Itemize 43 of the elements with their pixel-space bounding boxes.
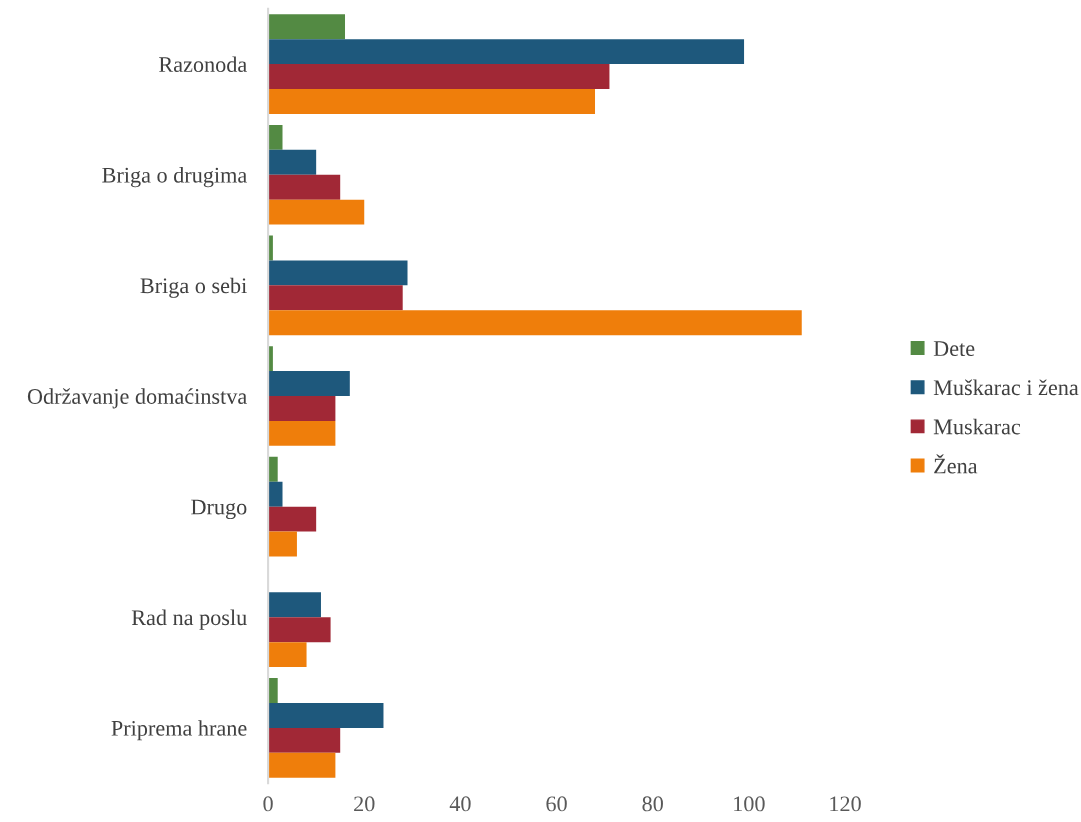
bar [268, 678, 278, 703]
bar [268, 39, 745, 65]
bar [268, 531, 297, 557]
bar [268, 481, 283, 507]
x-tick-label: 0 [263, 796, 273, 812]
legend-label: Muškarac i žena [933, 379, 1079, 396]
bar [268, 456, 278, 482]
legend-label: Žena [934, 454, 978, 474]
x-tick-label: 120 [830, 796, 861, 812]
y-tick-label: Briga o sebi [140, 277, 247, 298]
bar [268, 506, 317, 532]
bar [268, 310, 802, 336]
bar [268, 149, 317, 175]
x-tick-label: 40 [449, 796, 471, 812]
x-tick-label: 100 [734, 796, 765, 812]
bar [268, 752, 336, 778]
legend-label: Dete [933, 341, 975, 357]
bar [268, 124, 283, 150]
y-tick-label: Briga o drugima [102, 167, 247, 188]
y-tick-label: Održavanje domaćinstva [27, 388, 247, 409]
bar [268, 64, 610, 89]
y-tick-label: Razonoda [159, 56, 247, 73]
bar [268, 727, 341, 753]
y-tick-label: Priprema hrane [111, 720, 247, 741]
bar [268, 174, 341, 200]
bar [268, 420, 336, 446]
bar [268, 703, 384, 728]
bar [268, 285, 403, 311]
bar [268, 199, 365, 225]
y-tick-label: Rad na poslu [131, 609, 247, 630]
bar [268, 642, 307, 668]
bar [268, 89, 596, 114]
x-tick-label: 20 [354, 796, 375, 812]
y-tick-label: Drugo [191, 499, 247, 520]
bar [268, 371, 350, 396]
legend-label: Muskarac [933, 418, 1021, 435]
x-tick-label: 60 [546, 796, 567, 812]
bar [268, 617, 331, 643]
x-tick-label: 80 [642, 796, 663, 812]
bar [268, 592, 321, 618]
bar [268, 260, 408, 286]
bar [268, 14, 346, 40]
bar [268, 396, 336, 421]
